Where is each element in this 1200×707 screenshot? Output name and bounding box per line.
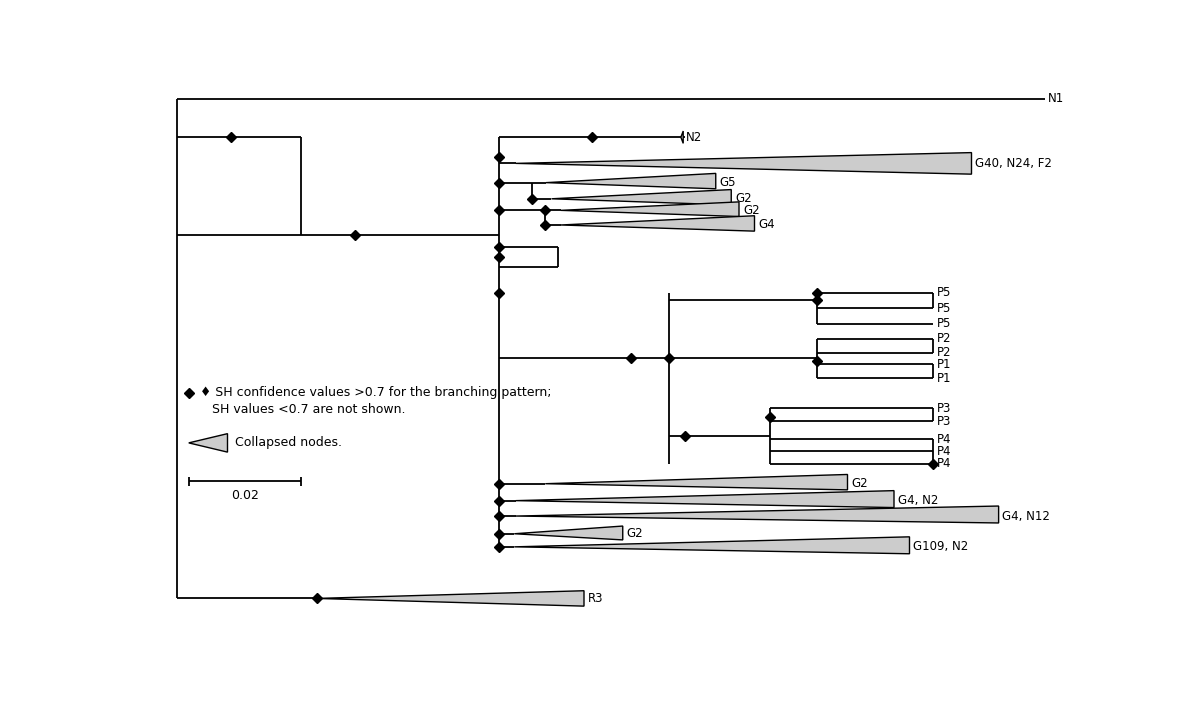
- Polygon shape: [317, 591, 584, 606]
- Text: G40, N24, F2: G40, N24, F2: [976, 157, 1052, 170]
- Polygon shape: [545, 474, 847, 490]
- Text: G2: G2: [851, 477, 868, 490]
- Text: SH values <0.7 are not shown.: SH values <0.7 are not shown.: [200, 403, 406, 416]
- Text: P5: P5: [937, 317, 952, 330]
- Text: N2: N2: [686, 131, 702, 144]
- Polygon shape: [560, 202, 739, 216]
- Text: ♦ SH confidence values >0.7 for the branching pattern;: ♦ SH confidence values >0.7 for the bran…: [200, 386, 552, 399]
- Polygon shape: [516, 153, 972, 174]
- Text: P3: P3: [937, 415, 952, 428]
- Text: P2: P2: [937, 332, 952, 346]
- Text: P5: P5: [937, 286, 952, 299]
- Polygon shape: [680, 131, 683, 144]
- Text: N1: N1: [1048, 92, 1063, 105]
- Text: P1: P1: [937, 358, 952, 371]
- Text: 0.02: 0.02: [230, 489, 259, 502]
- Text: P5: P5: [937, 302, 952, 315]
- Polygon shape: [516, 491, 894, 508]
- Polygon shape: [546, 173, 715, 189]
- Text: G109, N2: G109, N2: [913, 540, 968, 554]
- Text: G4, N12: G4, N12: [1002, 510, 1050, 522]
- Polygon shape: [188, 433, 228, 452]
- Text: P4: P4: [937, 445, 952, 458]
- Text: P4: P4: [937, 433, 952, 445]
- Text: G4: G4: [758, 218, 775, 231]
- Text: P3: P3: [937, 402, 952, 415]
- Polygon shape: [516, 506, 998, 523]
- Text: P4: P4: [937, 457, 952, 470]
- Text: G4, N2: G4, N2: [898, 494, 938, 507]
- Text: G5: G5: [720, 176, 736, 189]
- Polygon shape: [515, 526, 623, 540]
- Text: G2: G2: [736, 192, 751, 205]
- Text: G2: G2: [626, 527, 643, 540]
- Text: P2: P2: [937, 346, 952, 359]
- Text: P1: P1: [937, 372, 952, 385]
- Text: G2: G2: [743, 204, 760, 217]
- Polygon shape: [515, 537, 910, 554]
- Text: R3: R3: [588, 592, 604, 605]
- Polygon shape: [560, 216, 755, 231]
- Polygon shape: [552, 189, 731, 205]
- Text: Collapsed nodes.: Collapsed nodes.: [235, 436, 342, 450]
